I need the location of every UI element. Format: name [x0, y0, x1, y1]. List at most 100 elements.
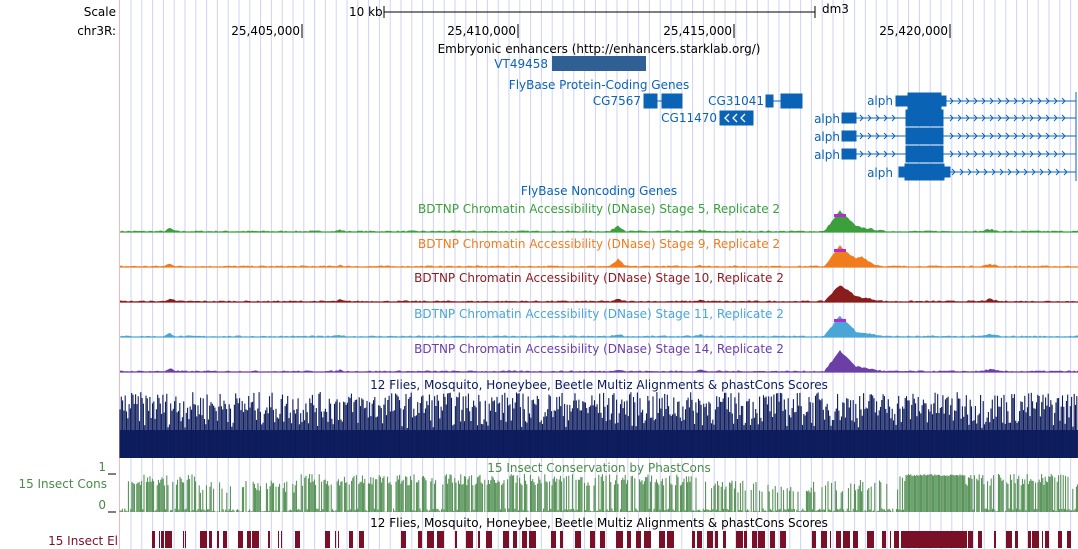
track-title-enhancers[interactable]: Embryonic enhancers (http://enhancers.st…	[437, 42, 761, 56]
dnase-signal	[120, 285, 1078, 302]
conserved-element	[247, 531, 251, 548]
conserved-element	[867, 531, 874, 548]
assembly-label: dm3	[822, 2, 849, 16]
gene-strand-arrow	[859, 150, 864, 158]
track-title-dnase-stage14[interactable]: BDTNP Chromatin Accessibility (DNase) St…	[414, 342, 784, 356]
conserved-element	[1006, 531, 1012, 548]
conserved-element	[752, 531, 757, 548]
conserved-element	[513, 531, 517, 548]
gene-label-alph[interactable]: alph	[867, 94, 893, 108]
gene-strand-arrow	[883, 132, 888, 140]
conserved-element	[575, 531, 581, 548]
gene-strand-arrow	[891, 132, 896, 140]
gene-exon	[943, 166, 951, 178]
conserved-element	[152, 531, 155, 548]
conserved-element	[736, 531, 743, 548]
conserved-element	[268, 531, 270, 548]
track-title-dnase-stage10[interactable]: BDTNP Chromatin Accessibility (DNase) St…	[414, 271, 784, 285]
gene-label-alph[interactable]: alph	[814, 130, 840, 144]
track-title-noncoding-genes[interactable]: FlyBase Noncoding Genes	[520, 184, 678, 198]
conserved-element	[165, 531, 172, 548]
gene-strand-arrow	[1053, 97, 1058, 105]
gene-strand-arrow	[1037, 114, 1042, 122]
conserved-element	[183, 531, 184, 548]
conserved-element	[401, 531, 406, 548]
gene-strand-arrow	[1021, 97, 1026, 105]
track-title-elements[interactable]: 12 Flies, Mosquito, Honeybee, Beetle Mul…	[370, 516, 828, 530]
position-label: 25,420,000	[879, 24, 948, 38]
gene-strand-arrow	[1063, 168, 1068, 176]
gene-strand-arrow	[1061, 150, 1066, 158]
scale-bar-text: 10 kb	[349, 5, 383, 19]
gene-label-alph[interactable]: alph	[814, 148, 840, 162]
gene-label-cg11470[interactable]: CG11470	[661, 111, 717, 125]
gene-exon	[841, 130, 857, 142]
gene-strand-arrow	[1013, 150, 1018, 158]
gene-exon	[643, 93, 658, 109]
side-label-elements[interactable]: 15 Insect El	[48, 534, 118, 548]
gene-strand-arrow	[1013, 97, 1018, 105]
conserved-element	[830, 531, 831, 548]
phastcons-axis-max: 1	[98, 460, 106, 474]
phastcons-wiggle[interactable]	[119, 474, 1078, 512]
gene-strand-arrow	[1005, 97, 1010, 105]
gene-label-cg31041[interactable]: CG31041	[708, 94, 764, 108]
track-title-dnase-stage5[interactable]: BDTNP Chromatin Accessibility (DNase) St…	[417, 202, 781, 216]
gene-strand-arrow	[1021, 132, 1026, 140]
conserved-element	[644, 531, 651, 548]
gene-strand-arrow	[973, 97, 978, 105]
feature-label-vt49458[interactable]: VT49458	[494, 57, 548, 71]
side-label-phastcons[interactable]: 15 Insect Cons	[18, 477, 107, 491]
gene-strand-arrow	[1005, 132, 1010, 140]
dnase-clip-marker	[834, 249, 846, 252]
gene-strand-arrow	[997, 97, 1002, 105]
gene-strand-arrow	[1053, 132, 1058, 140]
gene-strand-arrow	[989, 132, 994, 140]
track-title-phastcons[interactable]: 15 Insect Conservation by PhastCons	[487, 461, 711, 475]
dnase-signal-tracks[interactable]	[120, 210, 1078, 373]
gene-label-alph[interactable]: alph	[867, 166, 893, 180]
conserved-element	[890, 531, 891, 548]
gene-strand-arrow	[1045, 114, 1050, 122]
gene-exon	[940, 95, 947, 107]
gene-label-cg7567[interactable]: CG7567	[592, 94, 641, 108]
dnase-clip-marker	[834, 319, 846, 322]
gene-exon	[905, 109, 944, 127]
conserved-element	[667, 531, 674, 548]
conserved-element	[455, 531, 457, 548]
conserved-element	[551, 531, 556, 548]
gene-exon	[765, 94, 774, 108]
conserved-elements[interactable]	[152, 531, 1071, 548]
conserved-element	[200, 531, 207, 548]
gene-strand-arrow	[965, 114, 970, 122]
gene-strand-arrow	[883, 150, 888, 158]
gene-strand-arrow	[1045, 132, 1050, 140]
conserved-element	[758, 531, 765, 548]
gene-strand-arrow	[1031, 168, 1036, 176]
track-title-multiz[interactable]: 12 Flies, Mosquito, Honeybee, Beetle Mul…	[370, 378, 828, 392]
conserved-element	[853, 531, 858, 548]
gene-models[interactable]	[643, 92, 1077, 181]
gene-strand-arrow	[1021, 150, 1026, 158]
conserved-element	[560, 531, 563, 548]
conserved-element	[994, 531, 996, 548]
enhancer-feature-vt49458[interactable]	[552, 56, 646, 71]
track-title-dnase-stage9[interactable]: BDTNP Chromatin Accessibility (DNase) St…	[417, 237, 781, 251]
conserved-element	[968, 531, 973, 548]
phastcons-axis-min: 0	[98, 498, 106, 512]
track-title-dnase-stage11[interactable]: BDTNP Chromatin Accessibility (DNase) St…	[414, 307, 784, 321]
gene-strand-arrow	[1023, 168, 1028, 176]
gene-strand-arrow	[981, 114, 986, 122]
gene-exon	[780, 93, 803, 109]
conserved-element	[843, 531, 850, 548]
gene-strand-arrow	[1029, 132, 1034, 140]
track-title-coding-genes[interactable]: FlyBase Protein-Coding Genes	[508, 78, 690, 92]
gene-strand-arrow	[859, 114, 864, 122]
gene-strand-arrow	[965, 150, 970, 158]
gene-strand-arrow	[1047, 168, 1052, 176]
multiz-conservation-wiggle[interactable]	[119, 392, 1078, 458]
gene-strand-arrow	[949, 114, 954, 122]
gene-strand-arrow	[957, 132, 962, 140]
gene-label-alph[interactable]: alph	[814, 112, 840, 126]
